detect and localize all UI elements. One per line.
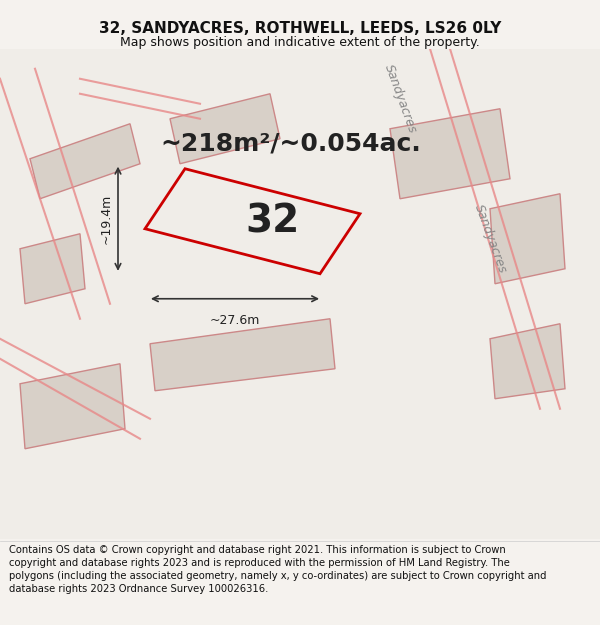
Text: Sandyacres: Sandyacres — [472, 202, 509, 275]
Polygon shape — [490, 324, 565, 399]
Text: ~218m²/~0.054ac.: ~218m²/~0.054ac. — [160, 132, 421, 156]
Polygon shape — [20, 234, 85, 304]
Polygon shape — [390, 109, 510, 199]
Polygon shape — [20, 364, 125, 449]
Polygon shape — [145, 169, 360, 274]
Polygon shape — [30, 124, 140, 199]
Text: Contains OS data © Crown copyright and database right 2021. This information is : Contains OS data © Crown copyright and d… — [9, 545, 547, 594]
Polygon shape — [150, 319, 335, 391]
Text: Map shows position and indicative extent of the property.: Map shows position and indicative extent… — [120, 36, 480, 49]
Text: Sandyacres: Sandyacres — [382, 62, 419, 135]
Text: 32: 32 — [245, 202, 299, 240]
Polygon shape — [490, 194, 565, 284]
Text: ~27.6m: ~27.6m — [210, 314, 260, 327]
Text: ~19.4m: ~19.4m — [100, 194, 113, 244]
Polygon shape — [170, 94, 280, 164]
Text: 32, SANDYACRES, ROTHWELL, LEEDS, LS26 0LY: 32, SANDYACRES, ROTHWELL, LEEDS, LS26 0L… — [99, 21, 501, 36]
